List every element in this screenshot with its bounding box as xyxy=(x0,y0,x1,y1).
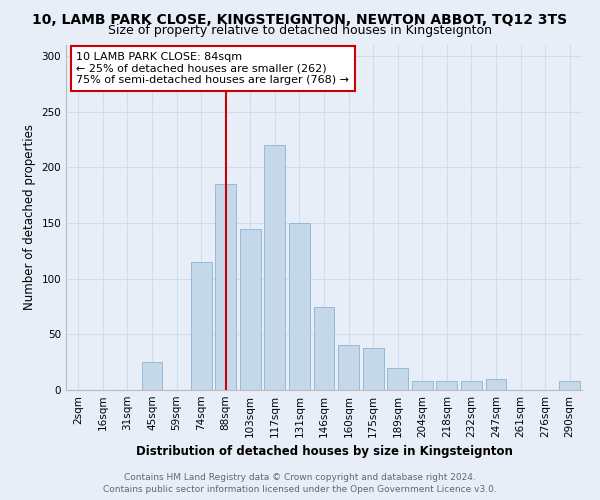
Bar xyxy=(142,362,163,390)
Text: Size of property relative to detached houses in Kingsteignton: Size of property relative to detached ho… xyxy=(108,24,492,37)
Bar xyxy=(240,228,261,390)
Bar xyxy=(362,348,383,390)
Text: 10 LAMB PARK CLOSE: 84sqm
← 25% of detached houses are smaller (262)
75% of semi: 10 LAMB PARK CLOSE: 84sqm ← 25% of detac… xyxy=(76,52,349,85)
Bar xyxy=(338,346,359,390)
Bar xyxy=(289,223,310,390)
Bar xyxy=(559,381,580,390)
Text: 10, LAMB PARK CLOSE, KINGSTEIGNTON, NEWTON ABBOT, TQ12 3TS: 10, LAMB PARK CLOSE, KINGSTEIGNTON, NEWT… xyxy=(32,12,568,26)
Bar xyxy=(215,184,236,390)
Bar xyxy=(436,381,457,390)
Y-axis label: Number of detached properties: Number of detached properties xyxy=(23,124,36,310)
Text: Contains HM Land Registry data © Crown copyright and database right 2024.
Contai: Contains HM Land Registry data © Crown c… xyxy=(103,472,497,494)
Bar xyxy=(314,306,334,390)
Bar xyxy=(461,381,482,390)
Bar xyxy=(265,145,286,390)
Bar xyxy=(485,379,506,390)
X-axis label: Distribution of detached houses by size in Kingsteignton: Distribution of detached houses by size … xyxy=(136,446,512,458)
Bar xyxy=(387,368,408,390)
Bar xyxy=(412,381,433,390)
Bar xyxy=(191,262,212,390)
